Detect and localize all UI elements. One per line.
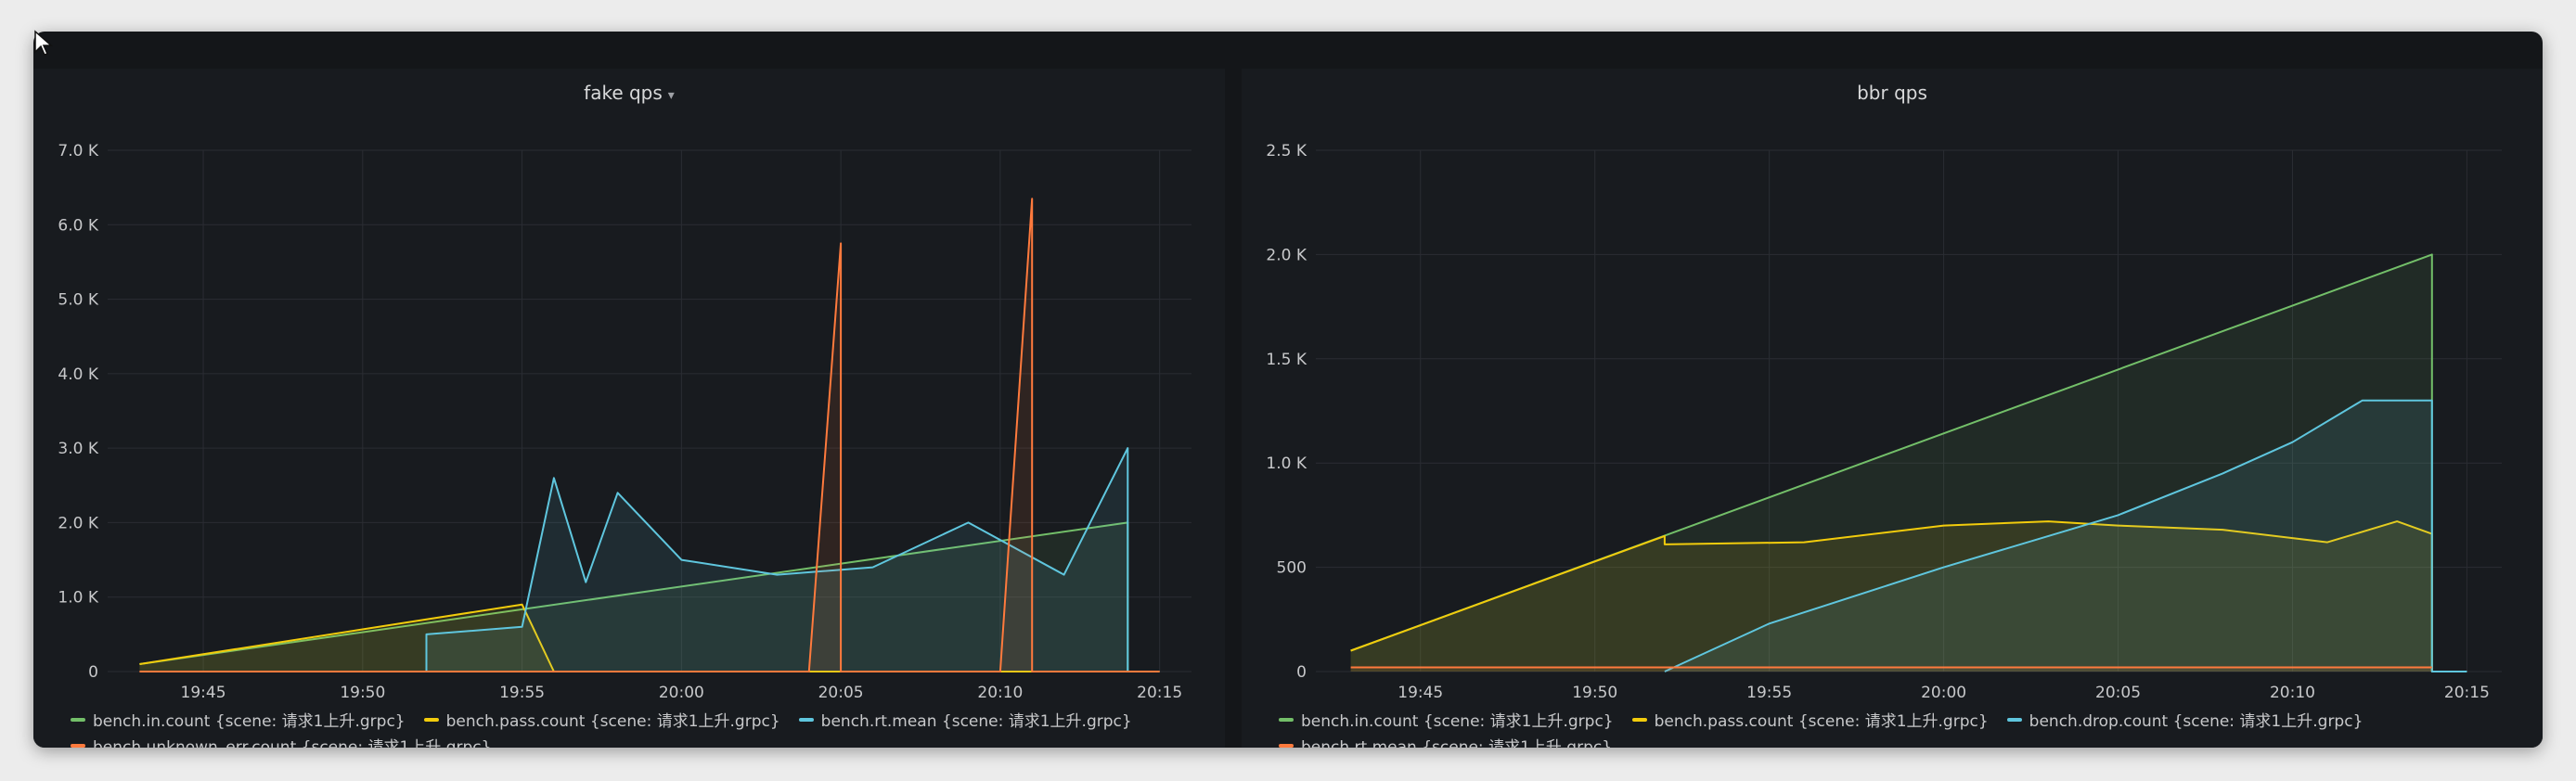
legend-label: bench.pass.count {scene: 请求1上升.grpc} [445, 712, 780, 731]
y-tick-label: 3.0 K [58, 440, 98, 458]
panel-bbr-qps[interactable]: bbr qps 0 500 1.0 K 1.5 K 2.0 K 2.5 K 19:45 19:… [1242, 69, 2543, 748]
series-line[interactable] [1664, 399, 2467, 672]
y-tick-label: 2.0 K [58, 514, 98, 532]
x-tick-label: 20:15 [1137, 684, 1182, 702]
legend-item[interactable]: bench.in.count {scene: 请求1上升.grpc} [71, 709, 406, 735]
dashboard-window: fake qps ▾ 0 1.0 K 2.0 K 3.0 K 4.0 K 5.0 K 6.0 … [33, 32, 2543, 748]
series-area [139, 604, 1160, 672]
panel-title-text: bbr qps [1857, 82, 1927, 104]
y-tick-label: 1.0 K [58, 589, 98, 608]
legend-swatch [2006, 718, 2022, 722]
panel-title-text: fake qps [584, 82, 663, 104]
x-tick-label: 19:45 [181, 684, 226, 702]
panel-fake-qps[interactable]: fake qps ▾ 0 1.0 K 2.0 K 3.0 K 4.0 K 5.0 K 6.0 … [33, 69, 1225, 748]
x-tick-label: 20:10 [2270, 684, 2315, 702]
x-tick-label: 20:00 [659, 684, 704, 702]
legend-item[interactable]: bench.rt.mean {scene: 请求1上升.grpc} [1279, 735, 1612, 748]
y-tick-label: 1.0 K [1266, 455, 1307, 473]
series-line[interactable] [425, 447, 1129, 672]
x-tick-label: 20:10 [977, 684, 1023, 702]
panel-title[interactable]: fake qps ▾ [33, 69, 1225, 117]
mouse-pointer-icon [34, 30, 53, 56]
legend-item[interactable]: bench.in.count {scene: 请求1上升.grpc} [1279, 709, 1614, 735]
legend-label: bench.drop.count {scene: 请求1上升.grpc} [2029, 712, 2363, 731]
legend-label: bench.rt.mean {scene: 请求1上升.grpc} [1301, 738, 1613, 748]
y-tick-label: 2.0 K [1266, 246, 1307, 264]
x-tick-label: 20:15 [2444, 684, 2490, 702]
series-area [139, 522, 1160, 672]
y-tick-label: 6.0 K [58, 216, 98, 235]
x-tick-label: 19:45 [1397, 684, 1443, 702]
legend-label: bench.in.count {scene: 请求1上升.grpc} [1301, 712, 1614, 731]
x-tick-label: 20:05 [2095, 684, 2141, 702]
series-line[interactable] [1350, 520, 2433, 672]
legend-swatch [1279, 744, 1294, 748]
panel-title[interactable]: bbr qps [1242, 69, 2543, 117]
series-area [1664, 400, 2467, 672]
legend-item[interactable]: bench.pass.count {scene: 请求1上升.grpc} [423, 709, 780, 735]
legend-swatch [423, 718, 439, 722]
legend-label: bench.in.count {scene: 请求1上升.grpc} [93, 712, 406, 731]
legend-label: bench.rt.mean {scene: 请求1上升.grpc} [820, 712, 1132, 731]
chart-bbr-qps[interactable]: 0 500 1.0 K 1.5 K 2.0 K 2.5 K 19:45 19:50 19:55 2… [1242, 69, 2543, 709]
chart-legend: bench.in.count {scene: 请求1上升.grpc} bench.… [1279, 709, 2524, 748]
x-tick-label: 19:50 [1572, 684, 1617, 702]
chart-fake-qps[interactable]: 0 1.0 K 2.0 K 3.0 K 4.0 K 5.0 K 6.0 K 7.0 K 19:4… [33, 69, 1225, 709]
series-area [1350, 667, 2432, 672]
x-tick-label: 19:50 [340, 684, 385, 702]
y-tick-label: 2.5 K [1266, 142, 1307, 160]
legend-label: bench.pass.count {scene: 请求1上升.grpc} [1654, 712, 1989, 731]
y-tick-label: 0 [1296, 663, 1307, 682]
y-tick-label: 7.0 K [58, 142, 98, 160]
x-tick-label: 19:55 [1746, 684, 1792, 702]
legend-item[interactable]: bench.rt.mean {scene: 请求1上升.grpc} [798, 709, 1132, 735]
x-tick-label: 20:05 [818, 684, 864, 702]
legend-item[interactable]: bench.pass.count {scene: 请求1上升.grpc} [1631, 709, 1989, 735]
series-area [1350, 254, 2467, 672]
x-tick-label: 19:55 [499, 684, 545, 702]
legend-swatch [798, 718, 814, 722]
y-tick-label: 1.5 K [1266, 351, 1307, 369]
chevron-down-icon[interactable]: ▾ [667, 88, 675, 103]
legend-swatch [71, 744, 85, 748]
series-line[interactable] [139, 198, 1160, 672]
y-tick-label: 500 [1277, 559, 1307, 578]
legend-label: bench.unknown_err.count {scene: 请求1上升.gr… [93, 738, 492, 748]
legend-swatch [71, 718, 85, 722]
legend-swatch [1631, 718, 1647, 722]
legend-item[interactable]: bench.drop.count {scene: 请求1上升.grpc} [2006, 709, 2363, 735]
series-area [1350, 521, 2432, 672]
series-area [426, 448, 1128, 672]
legend-swatch [1279, 718, 1294, 722]
x-tick-label: 20:00 [1921, 684, 1966, 702]
y-tick-label: 4.0 K [58, 365, 98, 384]
legend-item[interactable]: bench.unknown_err.count {scene: 请求1上升.gr… [71, 735, 491, 748]
chart-legend: bench.in.count {scene: 请求1上升.grpc} bench.… [71, 709, 1206, 748]
y-tick-label: 5.0 K [58, 291, 98, 310]
y-tick-label: 0 [88, 663, 98, 682]
